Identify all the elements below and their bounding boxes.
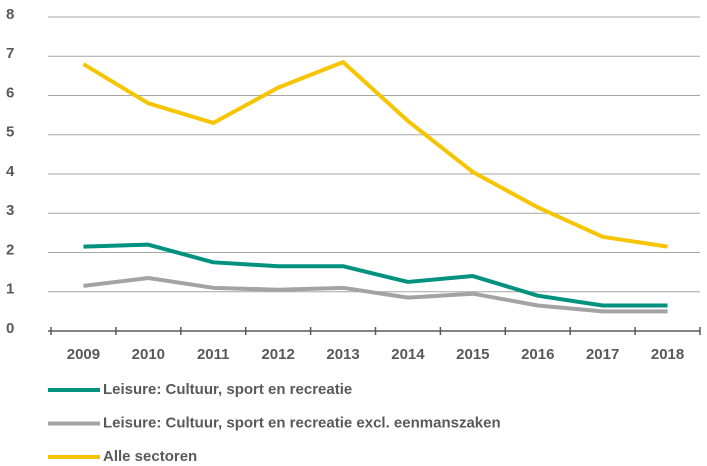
x-tick-label: 2010	[132, 346, 165, 363]
x-tick-label: 2013	[326, 346, 359, 363]
legend-label: Leisure: Cultuur, sport en recreatie	[103, 381, 352, 398]
legend-label: Alle sectoren	[103, 448, 197, 465]
series-line	[83, 242, 668, 308]
y-tick-label: 0	[6, 320, 14, 337]
series-line	[83, 276, 668, 314]
x-tick-label: 2017	[586, 346, 619, 363]
x-tick-label: 2009	[67, 346, 100, 363]
x-tick-label: 2016	[521, 346, 554, 363]
x-tick-label: 2014	[391, 346, 425, 363]
y-tick-label: 6	[6, 84, 14, 101]
x-tick-label: 2011	[197, 346, 230, 363]
x-tick-label: 2012	[261, 346, 294, 363]
y-tick-label: 2	[6, 241, 14, 258]
legend-label: Leisure: Cultuur, sport en recreatie exc…	[103, 414, 501, 431]
y-tick-label: 3	[6, 202, 14, 219]
y-tick-label: 1	[6, 281, 14, 298]
x-tick-label: 2015	[456, 346, 489, 363]
x-tick-label: 2018	[651, 346, 684, 363]
y-tick-label: 7	[6, 45, 14, 62]
y-tick-label: 8	[6, 6, 14, 23]
y-tick-label: 4	[6, 163, 15, 180]
y-tick-label: 5	[6, 124, 14, 141]
series-line	[82, 60, 668, 249]
